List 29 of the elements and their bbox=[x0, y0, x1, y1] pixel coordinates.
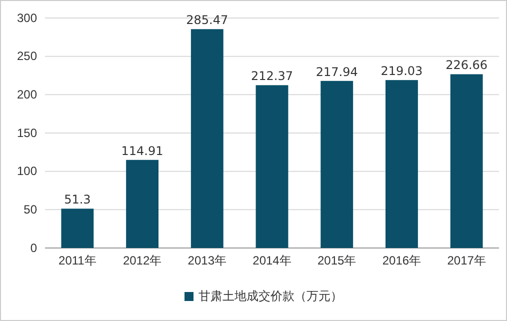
data-label: 217.94 bbox=[316, 64, 358, 79]
legend-label: 甘肃土地成交价款（万元） bbox=[198, 289, 342, 303]
data-label: 226.66 bbox=[446, 58, 488, 72]
data-label: 212.37 bbox=[251, 69, 293, 84]
y-tick-label: 150 bbox=[16, 126, 38, 140]
y-tick-label: 50 bbox=[24, 202, 38, 217]
x-tick-label: 2011年 bbox=[58, 254, 96, 268]
bar bbox=[126, 160, 158, 248]
x-tick-label: 2014年 bbox=[252, 254, 292, 268]
y-tick-label: 250 bbox=[16, 49, 38, 64]
bar bbox=[61, 208, 94, 248]
bar bbox=[320, 80, 354, 248]
data-label: 285.47 bbox=[186, 13, 228, 28]
y-tick-label: 200 bbox=[16, 88, 38, 102]
data-label: 219.03 bbox=[380, 64, 423, 78]
bar bbox=[190, 29, 224, 248]
y-tick-label: 100 bbox=[16, 164, 38, 178]
y-tick-label: 300 bbox=[16, 10, 38, 25]
x-tick-label: 2015年 bbox=[318, 254, 356, 268]
bar bbox=[450, 74, 483, 248]
x-tick-label: 2016年 bbox=[382, 254, 422, 268]
y-tick-label: 0 bbox=[30, 240, 38, 255]
data-label: 114.91 bbox=[121, 144, 164, 158]
x-tick-label: 2012年 bbox=[122, 254, 162, 268]
bar bbox=[256, 85, 288, 248]
data-label: 51.3 bbox=[64, 192, 91, 207]
x-tick-label: 2017年 bbox=[447, 254, 486, 268]
bar bbox=[386, 80, 418, 248]
x-tick-label: 2013年 bbox=[188, 254, 226, 268]
